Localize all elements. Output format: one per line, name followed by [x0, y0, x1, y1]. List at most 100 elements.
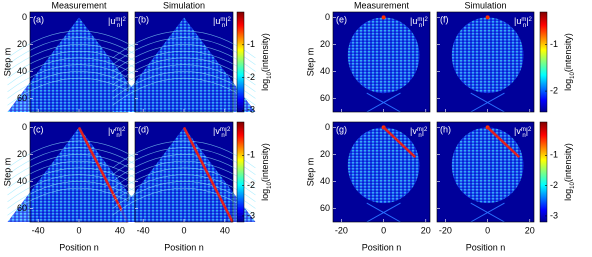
- annotation-part: 2: [425, 17, 429, 23]
- heatmap-tail: [470, 202, 505, 223]
- annotation-part: n: [522, 133, 525, 139]
- annotation-part: |v: [213, 126, 220, 136]
- y-axis-label: Step m: [2, 158, 12, 187]
- colorbar-tick-label: -3: [247, 105, 255, 115]
- annotation-part: |: [422, 16, 424, 26]
- y-tick-label: 0: [325, 12, 330, 22]
- heatmap-fringe: [7, 147, 151, 175]
- colorbar: [539, 121, 548, 223]
- colorbar-label-part: log: [260, 79, 270, 91]
- colorbar-label-part: (intensity): [563, 143, 573, 182]
- annotation-part: 2: [228, 17, 232, 23]
- panel-label: (h): [440, 124, 451, 134]
- annotation-part: m: [417, 127, 422, 133]
- colorbar-label: log10(intensity): [563, 33, 575, 91]
- heatmap-lens: [451, 17, 524, 94]
- colorbar-label: log10(intensity): [260, 33, 272, 91]
- annotation-part: m: [220, 17, 225, 23]
- colorbar: [539, 11, 548, 113]
- colorbar-label-part: 10: [570, 182, 576, 189]
- x-tick-label: -20: [335, 225, 348, 235]
- y-tick-label: 40: [320, 66, 330, 76]
- x-tick-label: 20: [421, 225, 431, 235]
- heatmap-source: [381, 15, 386, 20]
- annotation-part: |v: [108, 126, 115, 136]
- colorbar-tick-label: -3: [550, 210, 558, 220]
- heatmap-fringe: [7, 167, 151, 196]
- panel-label: (f): [440, 14, 449, 24]
- heatmap-edge: [182, 126, 234, 223]
- colorbar-label: log10(intensity): [260, 143, 272, 201]
- x-tick-label: 20: [525, 225, 535, 235]
- colorbar-label-part: 10: [570, 72, 576, 79]
- y-tick-label: 40: [17, 66, 27, 76]
- heatmap-fringe: [7, 37, 151, 65]
- annotation-part: |u: [410, 16, 417, 26]
- annotation-part: |: [526, 126, 528, 136]
- annotation-part: n: [221, 133, 224, 139]
- annotation-part: |: [225, 126, 227, 136]
- panel-frame: [332, 121, 431, 223]
- panel-title: Simulation: [464, 0, 506, 10]
- x-tick-label: 0: [485, 225, 490, 235]
- y-tick-label: 0: [325, 122, 330, 132]
- y-tick-label: 60: [320, 203, 330, 213]
- annotation-part: n: [419, 23, 422, 29]
- x-tick-label: 0: [381, 225, 386, 235]
- annotation-part: |: [526, 16, 528, 26]
- heatmap-tail: [366, 202, 401, 223]
- colorbar-label-part: log: [563, 79, 573, 91]
- colorbar-tick-label: -2: [550, 180, 558, 190]
- colorbar-tick-label: -2: [247, 180, 255, 190]
- annotation: |um n|2: [410, 16, 429, 28]
- panel-label: (g): [336, 124, 347, 134]
- annotation-part: |v: [514, 126, 521, 136]
- heatmap-lens: [347, 127, 420, 204]
- annotation: |vm n|2: [410, 126, 428, 138]
- annotation-part: |u: [514, 16, 521, 26]
- x-tick-label: 0: [76, 225, 81, 235]
- heatmap-source: [485, 15, 490, 20]
- heatmap-edge: [486, 126, 521, 159]
- heatmap-fringe: [7, 44, 151, 72]
- annotation-part: m: [521, 17, 526, 23]
- panel-frame: [436, 11, 535, 113]
- colorbar-tick-label: -2: [550, 85, 558, 95]
- annotation: |vm n|2: [514, 126, 532, 138]
- annotation-part: m: [115, 17, 120, 23]
- annotation: |um n|2: [514, 16, 533, 28]
- annotation-part: m: [521, 127, 526, 133]
- heatmap-fringe: [7, 64, 151, 92]
- annotation-part: n: [117, 23, 120, 29]
- annotation-part: |v: [410, 126, 417, 136]
- x-tick-label: -40: [32, 225, 45, 235]
- colorbar: [236, 121, 245, 223]
- heatmap-fringe: [7, 140, 151, 169]
- annotation: |um n|2: [213, 16, 232, 28]
- annotation-part: |: [120, 16, 122, 26]
- x-tick-label: 0: [181, 225, 186, 235]
- colorbar: [236, 11, 245, 113]
- annotation-part: 2: [123, 17, 127, 23]
- x-tick-label: 40: [115, 225, 125, 235]
- x-tick-label: -40: [137, 225, 150, 235]
- colorbar-label-part: (intensity): [563, 33, 573, 72]
- colorbar-tick-label: -3: [247, 210, 255, 220]
- heatmap-edge: [382, 126, 417, 159]
- annotation: |um n|2: [108, 16, 127, 28]
- annotation-part: 2: [122, 127, 126, 133]
- colorbar-label-part: log: [260, 189, 270, 201]
- annotation-part: |u: [213, 16, 220, 26]
- colorbar-label-part: log: [563, 189, 573, 201]
- colorbar-label-part: (intensity): [260, 143, 270, 182]
- annotation-part: |: [422, 126, 424, 136]
- heatmap-tail: [470, 92, 505, 113]
- annotation-part: |u: [108, 16, 115, 26]
- panel-label: (c): [33, 124, 44, 134]
- x-axis-label: Position n: [59, 242, 99, 252]
- annotation-part: n: [523, 23, 526, 29]
- heatmap-fringe: [7, 57, 151, 86]
- heatmap-fringe: [7, 174, 151, 202]
- heatmap-fringe: [7, 161, 151, 189]
- heatmap-fringe: [7, 30, 151, 59]
